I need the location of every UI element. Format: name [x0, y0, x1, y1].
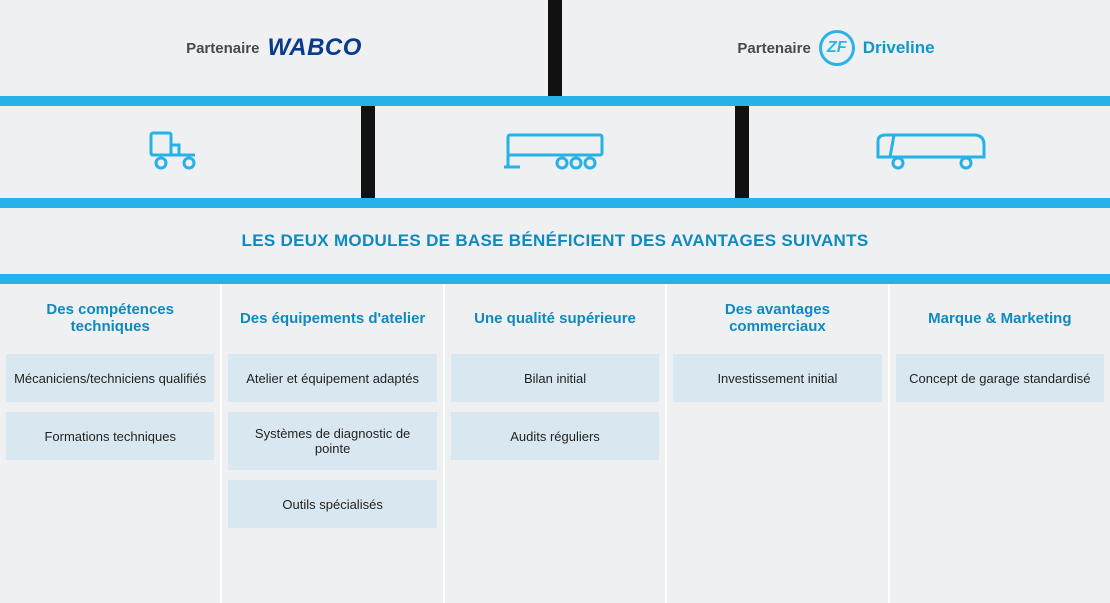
wabco-logo: WABCO [267, 34, 362, 62]
advantage-column: Marque & Marketing Concept de garage stan… [890, 284, 1110, 603]
partner-label: Partenaire [737, 40, 810, 57]
column-title: Marque & Marketing [924, 296, 1075, 340]
advantage-card: Outils spécialisés [228, 480, 436, 528]
partner-wabco: Partenaire WABCO [0, 0, 548, 96]
section-banner: LES DEUX MODULES DE BASE BÉNÉFICIENT DES… [0, 208, 1110, 274]
advantage-column: Une qualité supérieure Bilan initial Audit… [445, 284, 665, 603]
divider-vertical-black [548, 0, 562, 96]
advantage-column: Des équipements d'atelier Atelier et équi… [222, 284, 442, 603]
vehicle-row [0, 106, 1110, 198]
partner-label: Partenaire [186, 40, 259, 57]
advantage-card: Concept de garage standardisé [896, 354, 1104, 402]
trailer-icon [375, 106, 736, 198]
advantage-card: Audits réguliers [451, 412, 659, 460]
divider-vertical-black [735, 106, 749, 198]
truck-icon [0, 106, 361, 198]
bus-icon [749, 106, 1110, 198]
driveline-text: Driveline [863, 38, 935, 58]
column-title: Des compétences techniques [6, 296, 214, 340]
hbar [0, 274, 1110, 284]
advantage-card: Atelier et équipement adaptés [228, 354, 436, 402]
advantage-card: Investissement initial [673, 354, 881, 402]
column-title: Des avantages commerciaux [673, 296, 881, 340]
column-title: Une qualité supérieure [470, 296, 640, 340]
advantage-column: Des avantages commerciaux Investissement … [667, 284, 887, 603]
advantage-card: Mécaniciens/techniciens qualifiés [6, 354, 214, 402]
divider-vertical-black [361, 106, 375, 198]
partner-zf-driveline: Partenaire ZF Driveline [562, 0, 1110, 96]
zf-logo-icon: ZF [819, 30, 855, 66]
hbar [0, 96, 1110, 106]
banner-text: LES DEUX MODULES DE BASE BÉNÉFICIENT DES… [242, 231, 869, 251]
partner-row: Partenaire WABCO Partenaire ZF Driveline [0, 0, 1110, 96]
hbar [0, 198, 1110, 208]
advantage-card: Systèmes de diagnostic de pointe [228, 412, 436, 470]
advantage-columns: Des compétences techniques Mécaniciens/te… [0, 284, 1110, 603]
column-title: Des équipements d'atelier [236, 296, 429, 340]
advantage-card: Bilan initial [451, 354, 659, 402]
advantage-card: Formations techniques [6, 412, 214, 460]
advantage-column: Des compétences techniques Mécaniciens/te… [0, 284, 220, 603]
